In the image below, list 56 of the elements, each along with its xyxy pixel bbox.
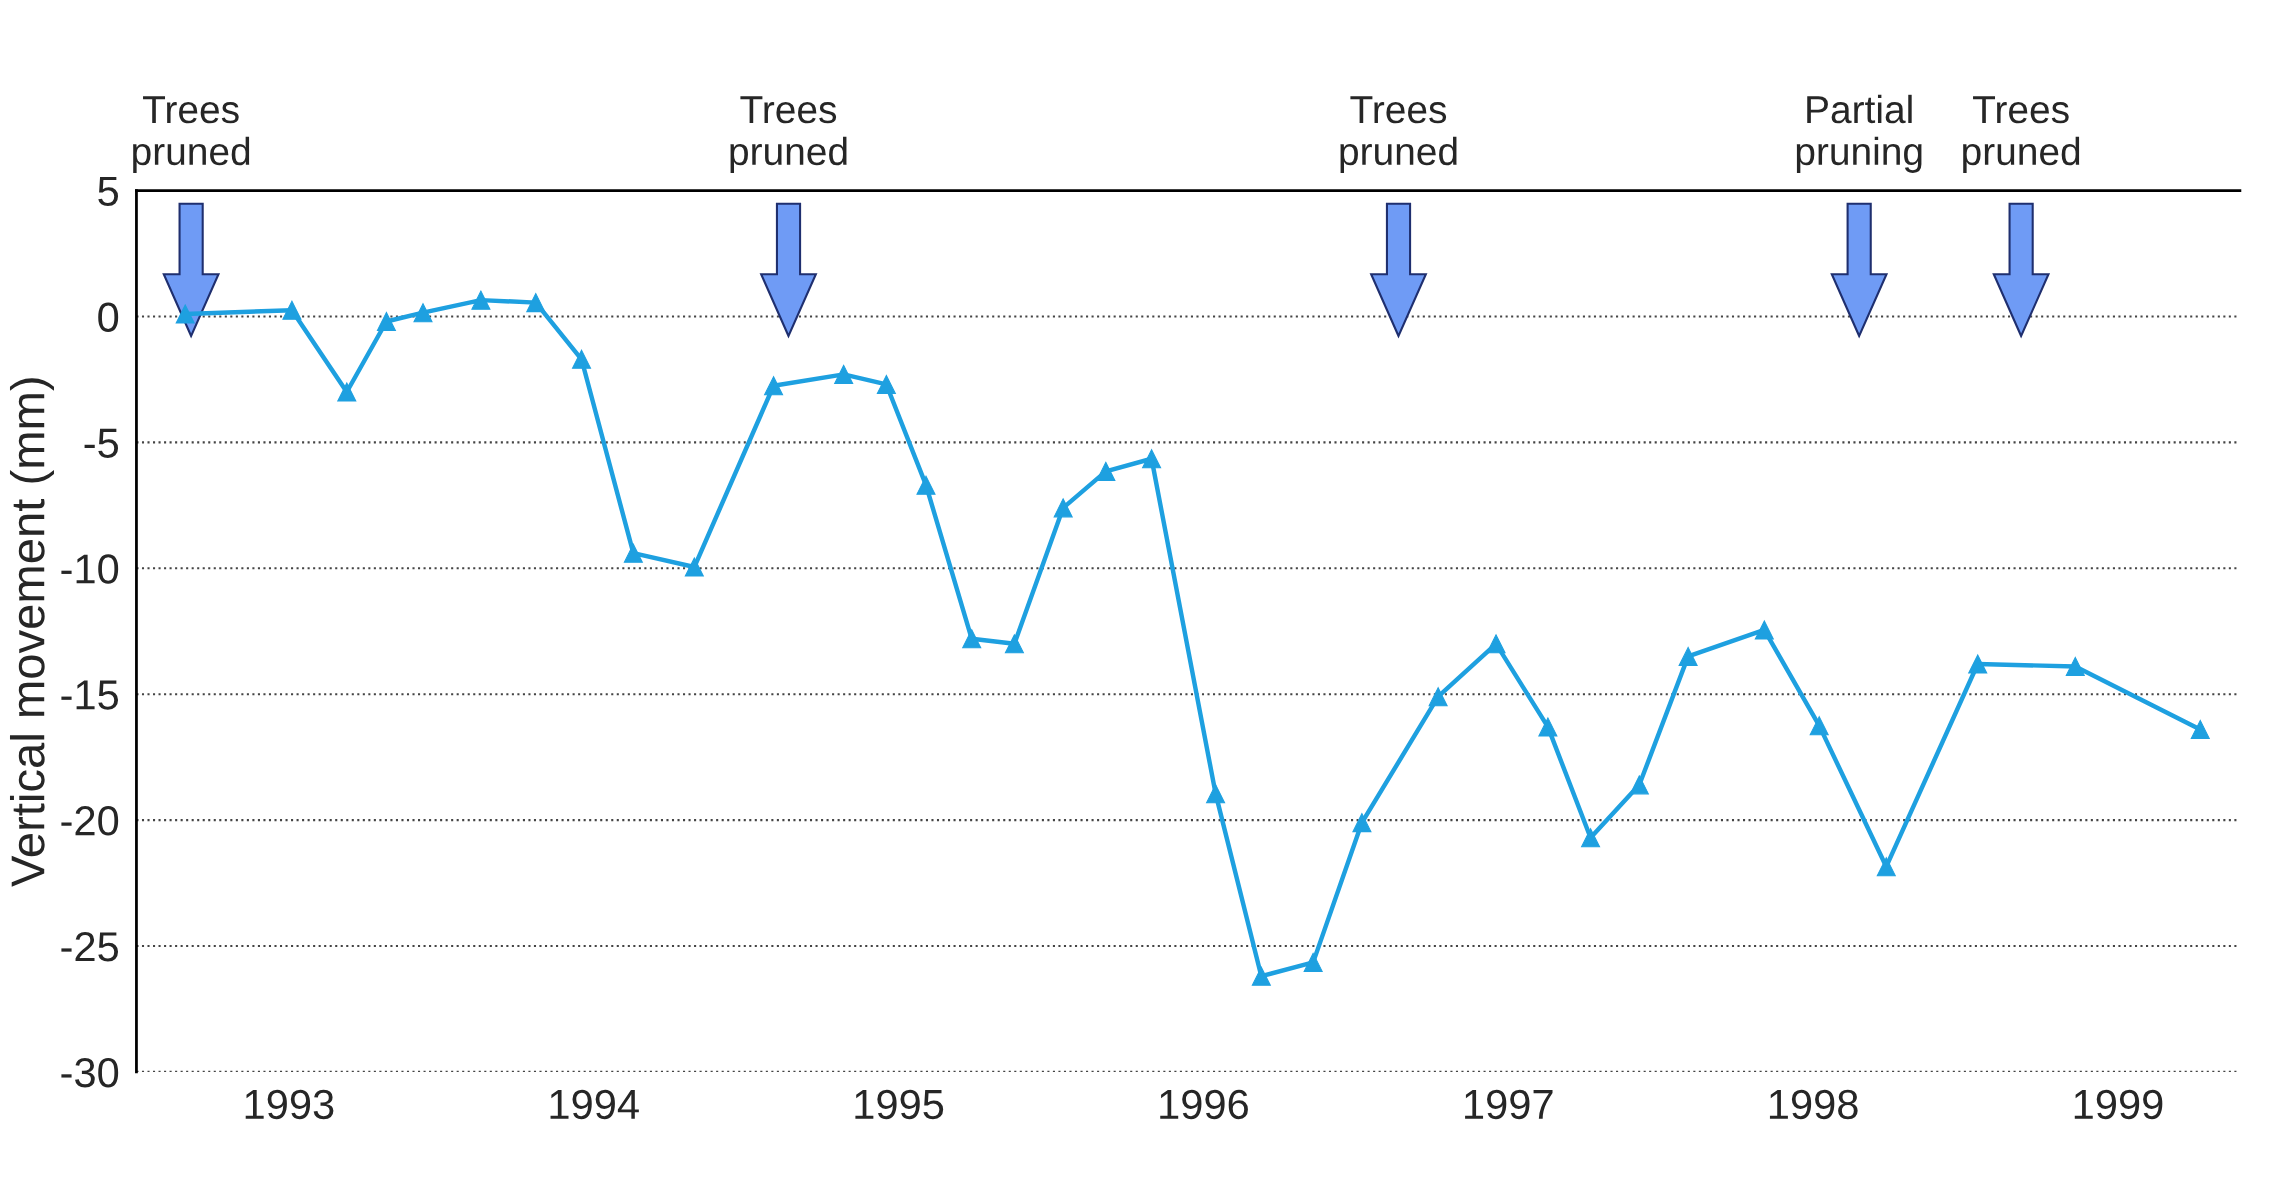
point — [834, 364, 854, 384]
point — [413, 303, 433, 323]
point — [1538, 717, 1558, 737]
y-tick-label: -30 — [61, 1057, 119, 1088]
point — [282, 300, 302, 320]
point — [1053, 498, 1073, 518]
y-tick-label: -15 — [61, 680, 119, 710]
x-tick-label: 1998 — [1769, 1089, 1858, 1120]
point — [684, 557, 704, 577]
point — [571, 349, 592, 369]
point — [1678, 646, 1698, 666]
y-tick-label: -25 — [61, 932, 119, 962]
x-tick-label: 1997 — [1465, 1089, 1553, 1120]
point — [623, 543, 643, 563]
point — [2190, 719, 2210, 739]
text: Trees pruned — [1963, 96, 2080, 173]
point — [471, 290, 491, 310]
point — [1096, 461, 1116, 481]
point — [1428, 687, 1448, 707]
point — [1352, 813, 1372, 833]
point — [1251, 966, 1271, 986]
point — [1142, 449, 1162, 469]
point — [1968, 654, 1988, 674]
point — [1876, 857, 1896, 877]
y-tick-label: -10 — [61, 554, 119, 584]
x-tick-label: 1996 — [1160, 1089, 1248, 1120]
point — [1486, 634, 1506, 654]
x-tick-label: 1994 — [550, 1089, 639, 1120]
point — [376, 311, 396, 332]
point — [1809, 716, 1829, 736]
point — [1206, 784, 1226, 804]
point — [1303, 952, 1323, 972]
text: Partial pruning — [1796, 94, 1922, 173]
point — [526, 293, 546, 313]
point — [876, 374, 896, 394]
text: Trees pruned — [1340, 96, 1457, 173]
point — [2065, 656, 2085, 677]
point — [1629, 775, 1649, 795]
point — [962, 629, 982, 649]
y-tick-label: -5 — [84, 428, 119, 458]
y-axis-title: Vertical movement (mm) — [9, 378, 54, 887]
y-tick-label: 5 — [98, 176, 119, 207]
point — [764, 376, 784, 396]
x-tick-label: 1999 — [2074, 1089, 2163, 1120]
x-tick-label: 1993 — [245, 1089, 334, 1120]
point — [1754, 620, 1774, 640]
point — [175, 304, 195, 324]
point — [1004, 634, 1024, 654]
y-tick-label: 0 — [98, 302, 119, 332]
point — [1581, 828, 1601, 848]
point — [337, 382, 357, 402]
x-tick-label: 1995 — [855, 1089, 944, 1120]
text: Trees pruned — [730, 96, 847, 173]
text: Trees pruned — [133, 96, 250, 173]
point — [916, 475, 936, 495]
y-tick-label: -20 — [61, 806, 119, 836]
